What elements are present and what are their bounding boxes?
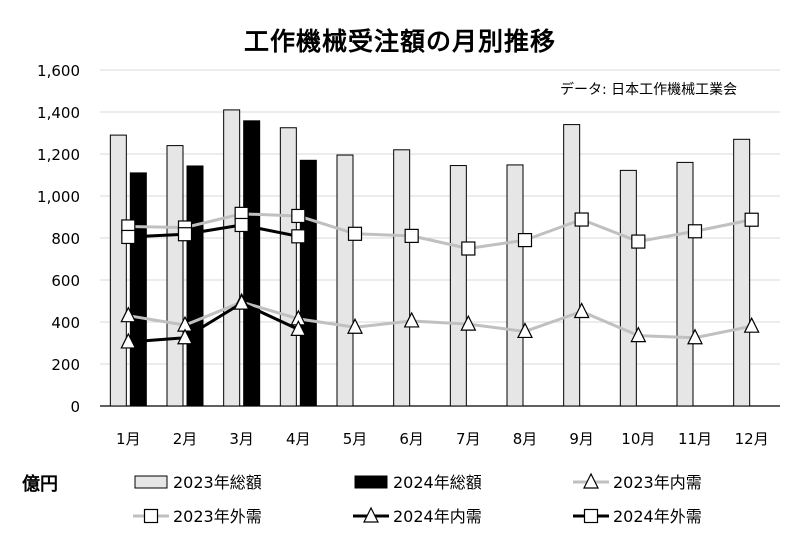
legend-swatch-bar bbox=[134, 475, 168, 489]
marker-2023-overseas bbox=[517, 233, 533, 248]
data-source-note: データ: 日本工作機械工業会 bbox=[560, 82, 738, 98]
marker-2023-domestic bbox=[403, 311, 420, 328]
y-tick-label: 1,400 bbox=[37, 104, 80, 122]
unit-label: 億円 bbox=[22, 474, 58, 495]
x-tick-label: 7月 bbox=[456, 430, 481, 448]
x-tick-label: 9月 bbox=[569, 430, 594, 448]
x-tick-label: 11月 bbox=[678, 430, 712, 448]
legend-swatch-marker bbox=[363, 506, 379, 523]
marker-2023-domestic bbox=[120, 306, 137, 323]
marker-2023-domestic bbox=[743, 316, 760, 333]
bar-2023-total bbox=[449, 165, 467, 407]
bar-2023-total bbox=[223, 109, 241, 407]
marker-2023-domestic bbox=[630, 326, 647, 343]
line-2023-overseas bbox=[128, 212, 752, 250]
legend-label: 2023年総額 bbox=[173, 473, 262, 492]
bar-2023-total bbox=[166, 145, 184, 407]
x-tick-label: 5月 bbox=[343, 430, 368, 448]
line-2023-domestic bbox=[128, 300, 752, 340]
bar-2024-total bbox=[299, 159, 317, 407]
bar-2023-total bbox=[279, 127, 297, 407]
bar-2023-total bbox=[563, 124, 581, 407]
legend-label: 2024年総額 bbox=[393, 473, 482, 492]
y-tick-label: 1,200 bbox=[37, 146, 80, 164]
line-2024-overseas bbox=[128, 223, 299, 239]
bar-2023-total bbox=[109, 134, 127, 407]
bar-2023-total bbox=[619, 169, 637, 407]
marker-2023-overseas bbox=[744, 212, 759, 227]
bar-2023-total bbox=[733, 138, 751, 407]
marker-2023-overseas bbox=[687, 224, 703, 239]
marker-2023-overseas bbox=[574, 212, 589, 227]
marker-2024-overseas bbox=[177, 227, 193, 242]
x-tick-label: 8月 bbox=[513, 430, 538, 448]
marker-2023-overseas bbox=[291, 208, 306, 224]
marker-2023-domestic bbox=[573, 302, 590, 319]
legend-label: 2024年内需 bbox=[393, 507, 482, 526]
marker-2024-domestic bbox=[233, 293, 250, 310]
marker-2023-overseas bbox=[404, 228, 419, 243]
x-tick-label: 10月 bbox=[621, 430, 655, 448]
marker-2023-overseas bbox=[631, 234, 646, 249]
bar-2024-total bbox=[186, 165, 204, 407]
marker-2023-domestic bbox=[460, 314, 477, 331]
chart-title: 工作機械受注額の月別推移 bbox=[243, 27, 556, 56]
x-tick-label: 1月 bbox=[116, 430, 141, 448]
marker-2024-overseas bbox=[234, 217, 249, 233]
y-tick-label: 1,000 bbox=[37, 188, 80, 206]
marker-2024-overseas bbox=[121, 229, 136, 245]
y-tick-label: 800 bbox=[51, 230, 80, 248]
x-tick-label: 3月 bbox=[229, 430, 254, 448]
y-tick-label: 400 bbox=[51, 314, 80, 332]
marker-2023-overseas bbox=[461, 241, 476, 256]
marker-2024-domestic bbox=[120, 332, 137, 349]
marker-2024-domestic bbox=[290, 320, 307, 336]
marker-2024-domestic bbox=[177, 328, 193, 345]
marker-2023-domestic bbox=[687, 328, 703, 345]
marker-2023-domestic bbox=[347, 317, 363, 334]
y-tick-label: 0 bbox=[70, 398, 80, 416]
bar-2023-total bbox=[506, 164, 524, 407]
legend-swatch-bar bbox=[354, 475, 388, 489]
y-tick-label: 200 bbox=[51, 356, 80, 374]
legend-swatch-marker bbox=[583, 508, 599, 524]
bar-2024-total bbox=[243, 120, 261, 407]
bar-2023-total bbox=[336, 154, 354, 407]
x-tick-label: 2月 bbox=[173, 430, 198, 448]
x-tick-label: 6月 bbox=[399, 430, 424, 448]
legend-label: 2023年内需 bbox=[613, 473, 702, 492]
y-tick-label: 1,600 bbox=[37, 62, 80, 80]
line-2024-domestic bbox=[128, 301, 299, 344]
marker-2024-overseas bbox=[291, 229, 306, 244]
bar-2023-total bbox=[676, 161, 694, 407]
x-tick-label: 12月 bbox=[735, 430, 769, 448]
bar-2024-total bbox=[129, 172, 147, 407]
legend-swatch-marker bbox=[143, 508, 159, 524]
marker-2023-overseas bbox=[347, 226, 363, 241]
legend-label: 2024年外需 bbox=[613, 507, 702, 526]
y-tick-label: 600 bbox=[51, 272, 80, 290]
legend-swatch-marker bbox=[583, 472, 599, 489]
marker-2023-domestic bbox=[517, 322, 533, 339]
legend-label: 2023年外需 bbox=[173, 507, 262, 526]
bar-2023-total bbox=[393, 149, 411, 407]
x-tick-label: 4月 bbox=[286, 430, 311, 448]
